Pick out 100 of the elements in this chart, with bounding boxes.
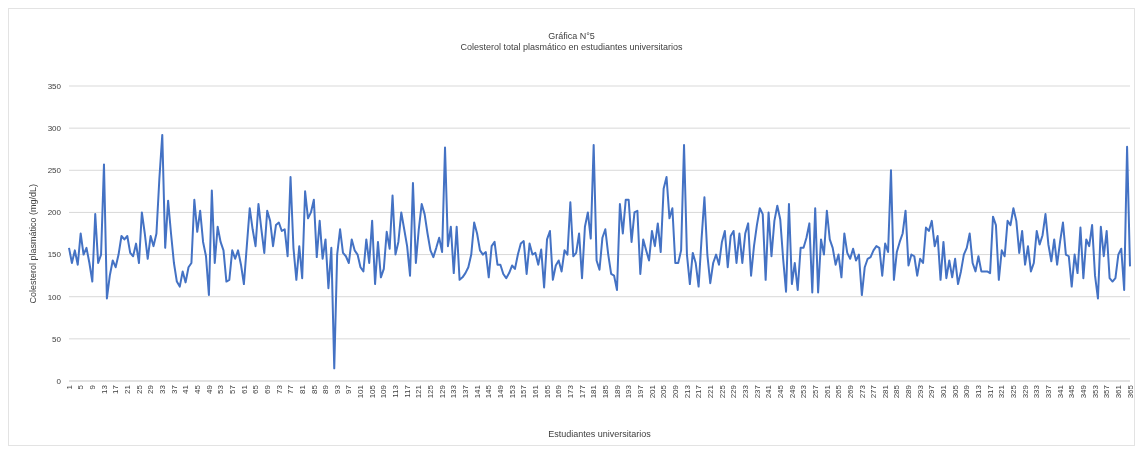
y-tick-label: 300 [47,123,62,133]
x-tick-label: 349 [1079,384,1089,399]
x-tick-label: 49 [204,384,214,394]
x-tick-label: 269 [845,384,855,399]
line-series [68,133,1131,370]
x-tick-label: 149 [496,384,506,399]
x-tick-label: 57 [227,384,237,394]
x-tick-label: 185 [601,384,611,399]
x-tick-label: 33 [157,384,167,394]
x-tick-label: 5 [76,384,86,390]
x-tick-label: 9 [88,384,97,390]
x-tick-label: 13 [99,384,109,394]
x-tick-label: 213 [682,384,692,399]
x-tick-label: 41 [181,384,191,394]
x-tick-label: 157 [519,384,529,399]
x-tick-label: 285 [892,384,902,399]
x-tick-label: 97 [344,384,354,394]
x-tick-label: 173 [566,384,576,399]
y-tick-label: 0 [56,376,62,386]
chart-subtitle: Colesterol total plasmático en estudiantes universitarios [459,42,684,53]
x-tick-label: 125 [426,384,436,399]
x-tick-label: 233 [740,384,750,399]
x-tick-label: 325 [1009,384,1019,399]
x-tick-label: 193 [624,384,634,399]
y-tick-label: 200 [47,208,62,218]
x-tick-label: 29 [146,384,156,394]
x-tick-label: 81 [297,384,307,394]
x-tick-label: 113 [391,384,401,398]
x-tick-label: 221 [705,384,715,399]
x-tick-label: 117 [402,384,412,398]
x-tick-label: 69 [262,384,272,394]
x-tick-label: 129 [437,384,447,399]
x-tick-label: 133 [449,384,459,399]
x-tick-label: 241 [764,384,774,399]
x-tick-label: 101 [356,384,366,399]
x-tick-label: 337 [1044,384,1054,399]
x-tick-label: 357 [1102,384,1112,399]
x-tick-label: 205 [659,384,669,399]
x-tick-label: 137 [461,384,471,399]
y-axis-title: Colesterol plasmático (mg/dL) [28,183,39,304]
x-tick-label: 281 [880,384,890,399]
x-tick-label: 365 [1125,384,1135,399]
chart-title: Gráfica N°5 [547,31,596,42]
x-tick-label: 253 [799,384,809,399]
y-tick-label: 250 [47,166,62,176]
y-tick-label: 350 [47,81,62,91]
x-tick-label: 65 [251,384,261,394]
x-tick-label: 1 [64,384,74,390]
x-tick-label: 273 [857,384,867,399]
x-tick-label: 73 [274,384,284,394]
x-tick-label: 333 [1032,384,1042,399]
x-tick-label: 249 [787,384,797,399]
x-tick-label: 229 [729,384,739,399]
y-tick-label: 100 [47,292,62,302]
x-tick-label: 353 [1090,384,1100,399]
x-tick-label: 85 [309,384,319,394]
x-tick-label: 305 [950,384,960,399]
x-tick-label: 257 [810,384,820,399]
x-tick-label: 189 [612,384,622,399]
x-tick-label: 345 [1067,384,1077,399]
x-tick-label: 141 [472,384,482,399]
x-tick-label: 341 [1055,384,1065,399]
x-tick-label: 177 [577,384,587,399]
x-tick-label: 225 [717,384,727,399]
x-tick-label: 161 [531,384,541,399]
x-tick-label: 317 [985,384,995,399]
x-tick-label: 277 [869,384,879,399]
x-tick-label: 181 [589,384,599,399]
x-tick-label: 217 [694,384,704,399]
x-tick-label: 265 [834,384,844,399]
x-tick-label: 321 [997,384,1007,399]
x-tick-label: 153 [507,384,517,399]
x-tick-label: 361 [1114,384,1124,399]
x-tick-label: 313 [974,384,984,399]
x-tick-label: 201 [647,384,657,399]
x-tick-label: 53 [216,384,226,394]
y-tick-label: 50 [52,334,62,344]
x-tick-label: 165 [542,384,552,399]
x-tick-label: 329 [1020,384,1030,399]
x-tick-label: 145 [484,384,494,399]
x-tick-label: 77 [286,384,296,394]
x-tick-label: 309 [962,384,972,399]
x-axis-title: Estudiantes universitarios [548,429,652,439]
x-tick-label: 89 [321,384,331,394]
x-tick-label: 45 [192,384,202,394]
x-tick-label: 289 [904,384,914,399]
x-tick-label: 105 [367,384,377,399]
x-tick-label: 237 [752,384,762,399]
x-tick-label: 245 [775,384,785,399]
x-tick-label: 25 [134,384,144,394]
x-tick-label: 197 [635,384,645,399]
x-tick-label: 121 [414,384,424,399]
x-tick-label: 293 [915,384,925,399]
x-tick-label: 21 [122,384,132,394]
y-tick-label: 150 [47,250,62,260]
x-tick-label: 93 [332,384,342,394]
x-tick-label: 37 [169,384,179,394]
x-tick-label: 261 [822,384,832,399]
x-tick-label: 17 [111,384,121,394]
x-tick-label: 297 [927,384,937,399]
